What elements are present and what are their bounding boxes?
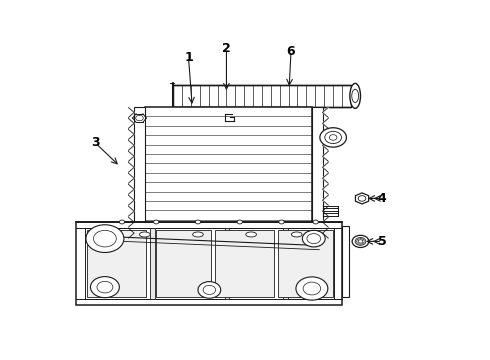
Bar: [278, 230, 333, 297]
Polygon shape: [322, 152, 328, 161]
Circle shape: [97, 282, 113, 293]
Circle shape: [86, 225, 124, 252]
Text: 4: 4: [378, 192, 387, 205]
Circle shape: [237, 220, 243, 224]
Polygon shape: [322, 118, 328, 129]
Ellipse shape: [292, 232, 302, 237]
Polygon shape: [128, 228, 134, 238]
Circle shape: [296, 277, 328, 300]
Text: 2: 2: [222, 42, 231, 55]
Bar: [150, 228, 155, 299]
Polygon shape: [128, 162, 134, 172]
Bar: [76, 222, 342, 305]
Polygon shape: [322, 108, 328, 117]
Bar: [215, 230, 274, 297]
Polygon shape: [322, 140, 328, 150]
Circle shape: [329, 135, 337, 140]
Bar: [145, 107, 312, 239]
Polygon shape: [322, 195, 328, 205]
Bar: [283, 228, 288, 299]
Polygon shape: [322, 206, 328, 216]
Circle shape: [303, 282, 320, 295]
Ellipse shape: [140, 232, 150, 237]
Circle shape: [307, 234, 320, 244]
Text: 6: 6: [287, 45, 295, 58]
Bar: [224, 228, 229, 299]
Text: 5: 5: [378, 235, 387, 248]
Polygon shape: [128, 140, 134, 150]
Bar: [134, 107, 145, 239]
Circle shape: [320, 128, 346, 147]
Polygon shape: [355, 193, 368, 204]
Polygon shape: [322, 130, 328, 139]
Circle shape: [313, 220, 318, 224]
Polygon shape: [128, 130, 134, 139]
Circle shape: [302, 230, 325, 247]
Polygon shape: [128, 206, 134, 216]
Circle shape: [136, 115, 143, 121]
Bar: [342, 226, 349, 297]
Polygon shape: [322, 228, 328, 238]
Polygon shape: [128, 174, 134, 183]
Ellipse shape: [246, 232, 256, 237]
Text: 1: 1: [184, 50, 193, 64]
Polygon shape: [128, 152, 134, 161]
Circle shape: [325, 131, 342, 144]
Bar: [85, 228, 334, 299]
Bar: [156, 230, 211, 297]
Circle shape: [120, 220, 124, 224]
Polygon shape: [322, 217, 328, 227]
Circle shape: [91, 276, 120, 298]
Circle shape: [279, 220, 284, 224]
Ellipse shape: [193, 232, 203, 237]
Polygon shape: [322, 184, 328, 194]
Circle shape: [352, 235, 369, 247]
Circle shape: [355, 238, 366, 245]
Text: 3: 3: [91, 136, 100, 149]
Circle shape: [358, 196, 366, 201]
Ellipse shape: [352, 89, 359, 103]
Bar: [312, 107, 322, 239]
Circle shape: [94, 230, 116, 247]
Circle shape: [203, 285, 216, 294]
Polygon shape: [322, 174, 328, 183]
Circle shape: [196, 220, 200, 224]
Bar: [87, 230, 146, 297]
Ellipse shape: [350, 84, 361, 108]
Polygon shape: [128, 184, 134, 194]
Bar: [173, 85, 351, 107]
Polygon shape: [128, 118, 134, 129]
Circle shape: [153, 220, 159, 224]
Polygon shape: [128, 108, 134, 117]
Polygon shape: [128, 217, 134, 227]
Polygon shape: [128, 195, 134, 205]
Circle shape: [358, 240, 363, 243]
Circle shape: [198, 282, 220, 298]
Polygon shape: [322, 162, 328, 172]
